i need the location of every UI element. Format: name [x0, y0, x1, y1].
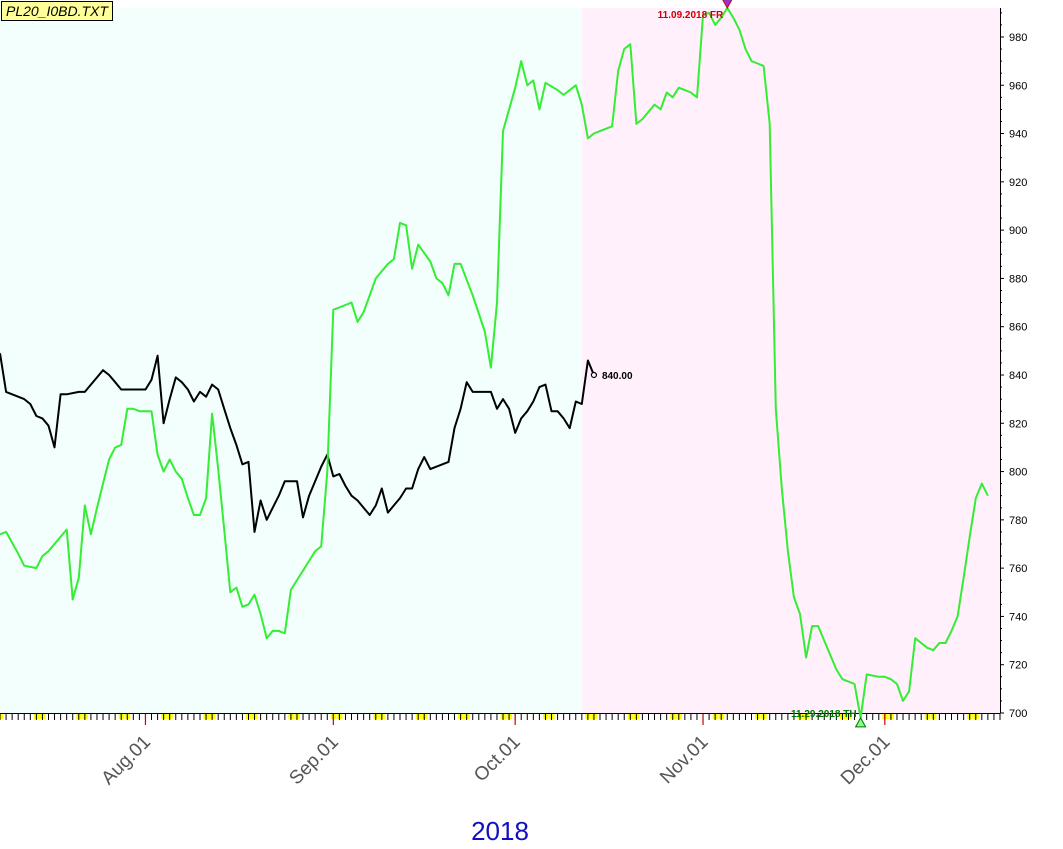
y-tick-label: 920	[1009, 177, 1027, 189]
y-tick-label: 900	[1009, 225, 1027, 237]
x-tick-label: Dec.01	[837, 732, 894, 789]
background-region-1	[581, 8, 1000, 713]
weekend-marker	[0, 714, 3, 719]
x-tick-label: Oct.01	[470, 732, 524, 786]
series-line-1	[0, 7, 989, 719]
y-tick-label: 880	[1009, 273, 1027, 285]
high-marker	[722, 0, 733, 10]
background-regions	[0, 8, 1000, 713]
x-tick-label: Aug.01	[98, 732, 155, 789]
annotations: 840.00 11.09.2018 FR 11.29.2018 TH	[590, 0, 867, 728]
series-line-0	[0, 353, 595, 533]
file-label: PL20_I0BD.TXT	[1, 1, 113, 21]
y-tick-label: 960	[1009, 80, 1027, 92]
series-lines	[0, 7, 989, 719]
low-label: 11.29.2018 TH	[791, 709, 857, 720]
y-tick-label: 860	[1009, 322, 1027, 334]
x-tick-label: Nov.01	[656, 732, 712, 788]
last-value-label: 840.00	[602, 371, 633, 382]
high-label: 11.09.2018 FR	[658, 10, 724, 21]
y-tick-label: 700	[1009, 708, 1027, 720]
y-tick-label: 840	[1009, 370, 1027, 382]
y-tick-label: 940	[1009, 129, 1027, 141]
low-marker	[854, 716, 867, 728]
last-value-marker	[590, 371, 598, 379]
y-tick-label: 780	[1009, 515, 1027, 527]
y-tick-label: 820	[1009, 418, 1027, 430]
y-tick-label: 760	[1009, 563, 1027, 575]
background-region-0	[0, 8, 582, 713]
year-label: 2018	[471, 816, 529, 846]
y-tick-label: 800	[1009, 467, 1027, 479]
y-tick-label: 980	[1009, 32, 1027, 44]
y-tick-label: 740	[1009, 611, 1027, 623]
x-tick-label: Sep.01	[285, 732, 342, 789]
y-tick-label: 720	[1009, 660, 1027, 672]
